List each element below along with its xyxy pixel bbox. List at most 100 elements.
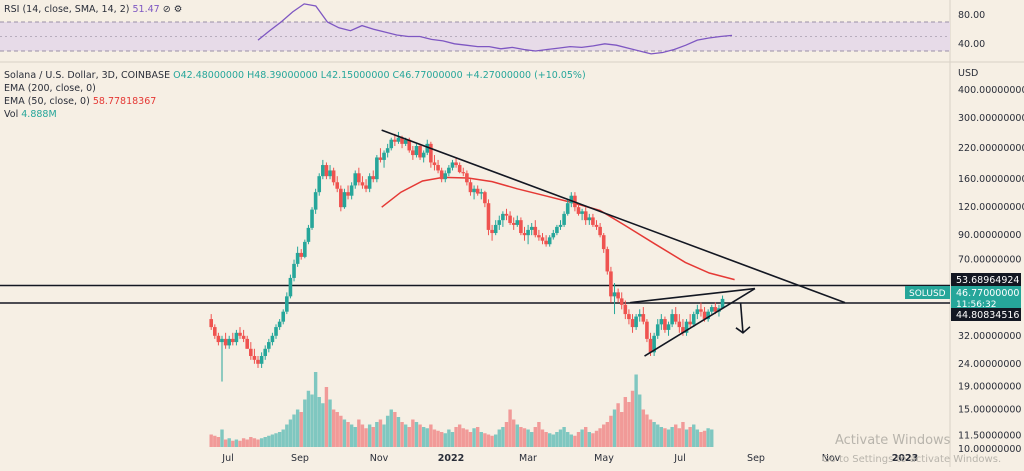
candle-body <box>681 327 685 333</box>
candle <box>223 332 228 349</box>
volume-bars <box>209 372 714 447</box>
candle-body <box>659 319 664 325</box>
upper-level-tag <box>951 273 1021 286</box>
candle <box>562 211 566 227</box>
legend-ema50[interactable]: EMA (50, close, 0) 58.77818367 <box>4 96 156 107</box>
candle-body <box>360 182 365 186</box>
candle-body <box>411 150 415 156</box>
volume-bar <box>540 429 545 447</box>
volume-bar <box>375 422 379 447</box>
candle <box>349 182 354 200</box>
candle <box>515 215 520 227</box>
candle <box>619 292 624 310</box>
candle <box>357 167 361 186</box>
candle-body <box>483 192 487 204</box>
candle <box>583 207 588 225</box>
candle-body <box>421 152 426 158</box>
candle <box>241 329 246 343</box>
legend-vol[interactable]: Vol 4.888M <box>4 109 57 120</box>
volume-bar <box>627 402 631 447</box>
candle <box>216 332 221 346</box>
trendline-2 <box>644 287 756 357</box>
candle-body <box>598 226 602 236</box>
candle <box>313 188 318 214</box>
candle-body <box>605 249 610 272</box>
candle-body <box>490 229 494 234</box>
candle-body <box>569 195 574 204</box>
volume-bar <box>349 424 354 447</box>
volume-bar <box>630 390 635 447</box>
candle-body <box>673 314 678 322</box>
volume-bar <box>396 417 401 447</box>
ema50-line <box>381 176 735 281</box>
volume-bar <box>335 412 339 447</box>
volume-bar <box>357 419 361 447</box>
price-axis[interactable]: 400.00000000 300.00000000 220.00000000 160.… <box>958 85 1024 455</box>
volume-bar <box>591 433 595 447</box>
volume-bar <box>609 415 613 447</box>
candle-body <box>313 192 318 210</box>
volume-bar <box>587 432 592 447</box>
candle <box>558 220 563 230</box>
candle <box>292 259 296 282</box>
candle-body <box>519 220 523 234</box>
candle-body <box>447 167 451 174</box>
candle-body <box>335 182 340 189</box>
legend-ema200[interactable]: EMA (200, close, 0) <box>4 83 96 94</box>
volume-bar <box>634 374 638 447</box>
volume-bar <box>367 424 372 447</box>
candle-body <box>450 162 455 168</box>
candle-body <box>594 224 599 227</box>
rsi-label[interactable]: RSI (14, close, SMA, 14, 2) 51.47 ⊘ ⚙ <box>4 4 182 15</box>
currency-label: USD <box>958 68 978 79</box>
time-tick: Nov <box>370 453 389 464</box>
candle <box>490 224 494 241</box>
volume-bar <box>501 427 505 447</box>
volume-bar <box>533 427 537 447</box>
candle-body <box>486 203 491 230</box>
volume-bar <box>234 439 239 447</box>
time-tick: 2022 <box>438 453 464 464</box>
candle <box>655 319 660 339</box>
candle-body <box>342 192 347 208</box>
candle <box>378 148 383 163</box>
volume-bar <box>526 429 530 447</box>
countdown-value: 11:56:32 <box>956 300 996 310</box>
candle <box>213 324 217 339</box>
time-axis[interactable]: Jul Sep Nov 2022 Mar May Jul Sep Nov 2023 <box>221 453 918 464</box>
candle-body <box>303 241 307 257</box>
volume-bar <box>602 424 606 447</box>
volume-bar <box>256 439 260 447</box>
candle-body <box>634 316 638 328</box>
candle-body <box>432 162 437 166</box>
candle <box>465 170 469 186</box>
candle-body <box>277 321 282 328</box>
volume-bar <box>324 387 329 447</box>
candle-body <box>454 162 458 166</box>
candle <box>537 229 541 241</box>
price-tick: 10.00000000 <box>958 444 1021 455</box>
volume-bar <box>699 432 703 447</box>
volume-bar <box>450 432 455 447</box>
candle-body <box>346 192 350 196</box>
volume-bar <box>454 427 458 447</box>
candle <box>231 332 235 346</box>
candle-body <box>216 335 221 343</box>
legend-title[interactable]: Solana / U.S. Dollar, 3D, COINBASE O42.4… <box>4 70 586 81</box>
volume-bar <box>605 422 610 447</box>
candle-body <box>443 173 448 180</box>
volume-bar <box>223 439 228 447</box>
upper-level-value: 53.68964924 <box>956 275 1019 286</box>
candle-body <box>288 277 293 297</box>
candle-body <box>407 139 412 151</box>
candle-body <box>641 314 646 322</box>
candle-body <box>465 173 469 183</box>
volume-bar <box>245 439 249 447</box>
candle <box>663 316 667 333</box>
candle <box>472 185 476 200</box>
volume-bar <box>706 428 710 447</box>
volume-bar <box>490 435 494 447</box>
candle-body <box>472 188 476 193</box>
